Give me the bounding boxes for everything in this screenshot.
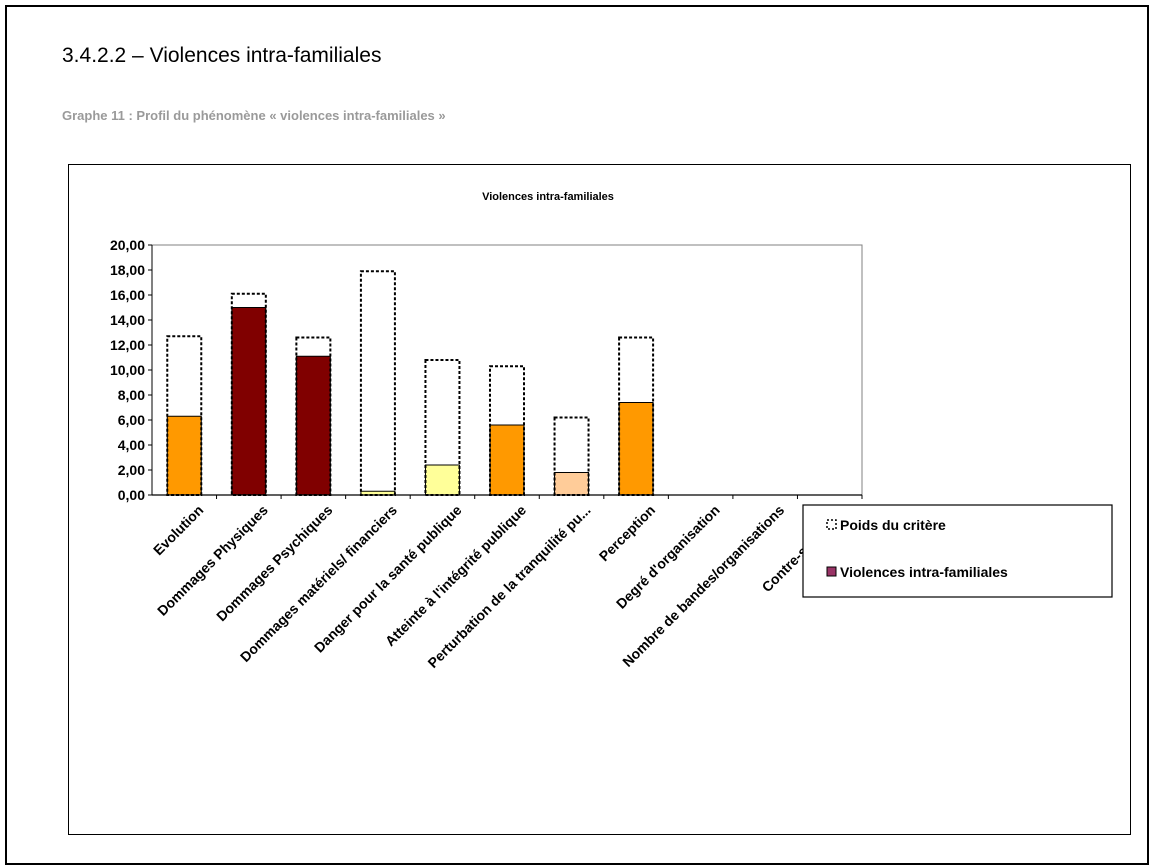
legend-label-poids: Poids du critère — [840, 517, 946, 533]
bar-violences-7 — [618, 402, 654, 496]
y-tick-label: 6,00 — [118, 412, 145, 428]
legend-label-violences: Violences intra-familiales — [840, 564, 1008, 580]
x-tick-label: Evolution — [150, 502, 206, 558]
bar-poids-2 — [295, 336, 332, 496]
bar-poids-7 — [618, 336, 655, 496]
y-tick-label: 10,00 — [110, 362, 145, 378]
x-tick-label: Dommages Physiques — [154, 502, 271, 619]
x-tick-label: Perception — [596, 502, 658, 564]
legend-swatch-poids — [826, 519, 837, 530]
bar-violences-4 — [424, 464, 460, 496]
legend: Poids du critère Violences intra-familia… — [802, 504, 1113, 598]
bar-violences-5 — [489, 424, 525, 496]
bar-poids-3 — [359, 270, 396, 496]
chart-frame — [68, 164, 1131, 835]
y-tick-label: 4,00 — [118, 437, 145, 453]
y-tick-label: 2,00 — [118, 462, 145, 478]
legend-box — [802, 504, 1113, 598]
y-tick-label: 12,00 — [110, 337, 145, 353]
x-tick-label: Dommages Psychiques — [213, 502, 336, 625]
bar-poids-5 — [489, 365, 525, 496]
y-tick-label: 8,00 — [118, 387, 145, 403]
y-tick-label: 20,00 — [110, 237, 145, 253]
y-tick-label: 16,00 — [110, 287, 145, 303]
graph-caption: Graphe 11 : Profil du phénomène « violen… — [62, 108, 446, 123]
bar-violences-1 — [231, 307, 267, 496]
section-heading: 3.4.2.2 – Violences intra-familiales — [62, 44, 382, 67]
bar-poids-0 — [166, 335, 203, 496]
bar-violences-0 — [166, 415, 202, 496]
bar-violences-2 — [295, 355, 331, 496]
x-tick-label: Atteinte à l'intégrité publique — [382, 502, 529, 649]
bar-violences-6 — [554, 472, 590, 496]
legend-swatch-violences — [826, 566, 837, 577]
y-tick-label: 14,00 — [110, 312, 145, 328]
bar-poids-6 — [553, 416, 590, 496]
chart-title: Violences intra-familiales — [482, 191, 614, 203]
y-tick-label: 18,00 — [110, 262, 145, 278]
y-tick-label: 0,00 — [118, 487, 145, 503]
